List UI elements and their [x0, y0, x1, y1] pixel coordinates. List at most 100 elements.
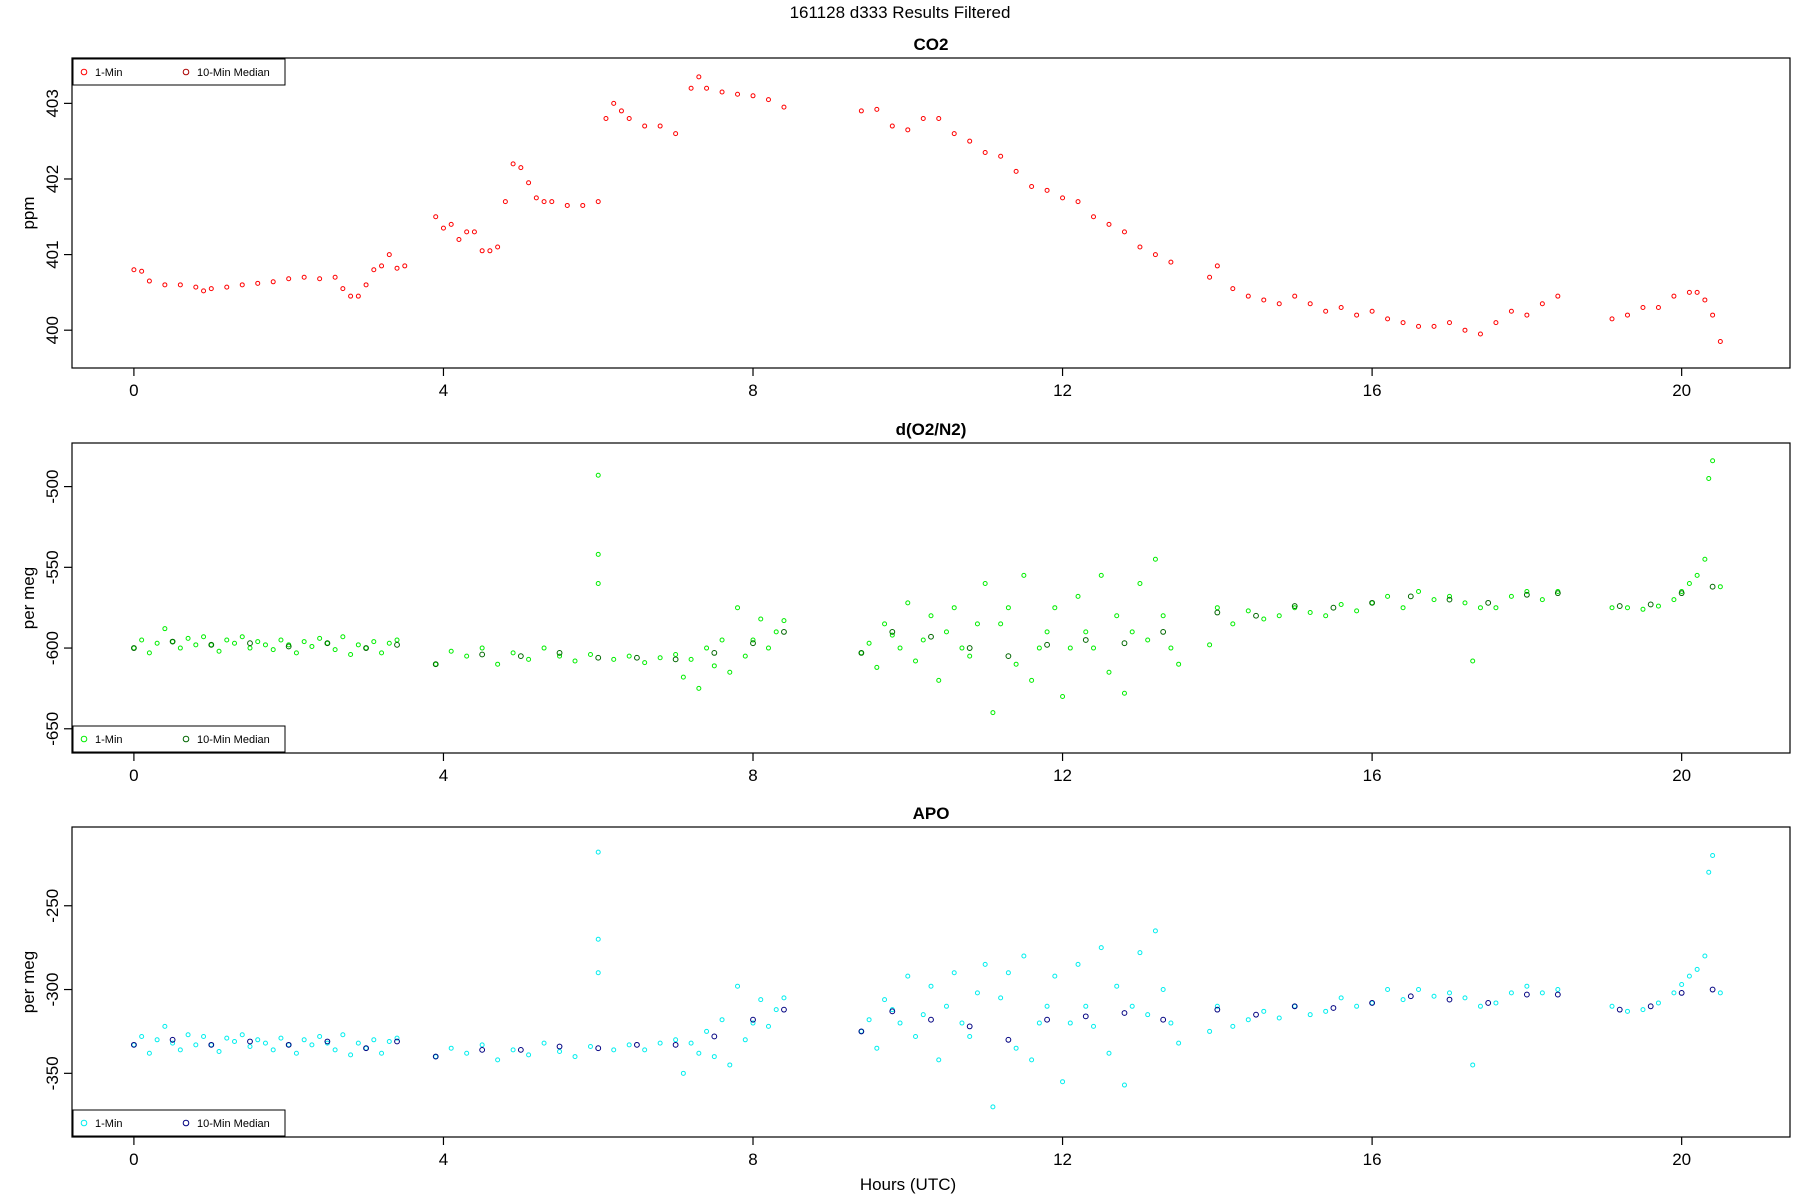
one-min-point — [1044, 1003, 1050, 1009]
one-min-point — [1036, 1020, 1042, 1026]
one-min-point — [340, 1032, 346, 1038]
one-min-point — [595, 551, 601, 557]
legend-label-1min: 1-Min — [95, 734, 123, 746]
one-min-point — [201, 288, 207, 294]
one-min-point — [270, 647, 276, 653]
one-min-point — [1338, 995, 1344, 1001]
one-min-point — [897, 1020, 903, 1026]
one-min-point — [611, 656, 617, 662]
one-min-point — [1679, 982, 1685, 988]
one-min-point — [557, 653, 563, 659]
one-min-point — [1508, 593, 1514, 599]
x-tick-label: 20 — [1672, 1150, 1691, 1169]
legend-marker-1min — [80, 68, 88, 76]
one-min-point — [1385, 316, 1391, 322]
one-min-point — [340, 634, 346, 640]
one-min-point — [727, 1062, 733, 1068]
one-min-point — [224, 284, 230, 290]
one-min-point — [146, 1050, 152, 1056]
one-min-point — [1307, 1012, 1313, 1018]
one-min-point — [371, 1037, 377, 1043]
plot-frame — [71, 442, 1791, 754]
median-point — [556, 1043, 563, 1050]
one-min-point — [201, 634, 207, 640]
x-tick-label: 4 — [439, 381, 448, 400]
median-point — [1485, 1000, 1492, 1006]
median-point — [432, 1053, 439, 1060]
median-point — [672, 656, 679, 663]
one-min-point — [255, 280, 261, 286]
one-min-point — [131, 267, 137, 273]
one-min-point — [1477, 605, 1483, 611]
one-min-point — [1508, 990, 1514, 996]
one-min-point — [355, 1040, 361, 1046]
one-min-point — [1624, 312, 1630, 318]
one-min-point — [1005, 970, 1011, 976]
one-min-point — [1462, 327, 1468, 333]
one-min-point — [479, 248, 485, 254]
x-tick-label: 16 — [1363, 1150, 1382, 1169]
one-min-point — [936, 1057, 942, 1063]
one-min-point — [502, 199, 508, 205]
one-min-point — [355, 642, 361, 648]
median-point — [324, 640, 331, 647]
median-point — [750, 1016, 756, 1023]
one-min-point — [317, 1033, 323, 1039]
one-min-point — [456, 236, 462, 242]
one-min-point — [1067, 645, 1073, 651]
one-min-point — [1075, 199, 1081, 205]
y-axis-label: per meg — [19, 951, 38, 1013]
x-tick-label: 8 — [748, 1150, 757, 1169]
median-point — [363, 1045, 369, 1052]
one-min-point — [1106, 221, 1112, 227]
one-min-point — [464, 653, 470, 659]
one-min-point — [1261, 616, 1267, 622]
median-point — [394, 641, 400, 648]
one-min-point — [1493, 320, 1499, 326]
one-min-point — [704, 85, 710, 91]
one-min-point — [1539, 597, 1545, 603]
median-point — [595, 654, 602, 661]
median-point — [1369, 1000, 1376, 1006]
one-min-point — [1013, 661, 1019, 667]
data-points — [131, 74, 1723, 345]
one-min-point — [936, 677, 942, 683]
one-min-point — [874, 1045, 880, 1051]
one-min-point — [1671, 990, 1677, 996]
median-point — [1253, 612, 1259, 619]
one-min-point — [255, 1037, 261, 1043]
one-min-point — [750, 93, 756, 99]
one-min-point — [154, 640, 160, 646]
median-point — [711, 1033, 718, 1040]
one-min-point — [974, 990, 980, 996]
one-min-point — [1029, 184, 1035, 190]
one-min-point — [719, 1017, 725, 1023]
one-min-point — [464, 229, 470, 235]
y-axis-label: ppm — [19, 196, 38, 229]
one-min-point — [1385, 593, 1391, 599]
one-min-point — [262, 642, 268, 648]
one-min-point — [1005, 605, 1011, 611]
one-min-point — [1091, 1023, 1097, 1029]
one-min-point — [1307, 610, 1313, 616]
one-min-point — [1717, 339, 1723, 345]
one-min-point — [510, 650, 516, 656]
one-min-point — [1044, 187, 1050, 193]
one-min-point — [642, 1047, 648, 1053]
one-min-point — [1261, 1008, 1267, 1014]
one-min-point — [1640, 606, 1646, 612]
one-min-point — [1060, 195, 1066, 201]
median-point — [928, 633, 934, 640]
one-min-point — [1245, 608, 1251, 614]
median-point — [1214, 1006, 1221, 1013]
one-min-point — [278, 637, 284, 643]
one-min-point — [1686, 973, 1692, 979]
one-min-point — [858, 108, 864, 114]
legend: 1-Min 10-Min Median — [72, 58, 286, 86]
one-min-point — [1245, 1017, 1251, 1023]
one-min-point — [982, 961, 988, 967]
one-min-point — [897, 645, 903, 651]
one-min-point — [1029, 677, 1035, 683]
one-min-point — [162, 1023, 168, 1029]
one-min-point — [905, 973, 911, 979]
